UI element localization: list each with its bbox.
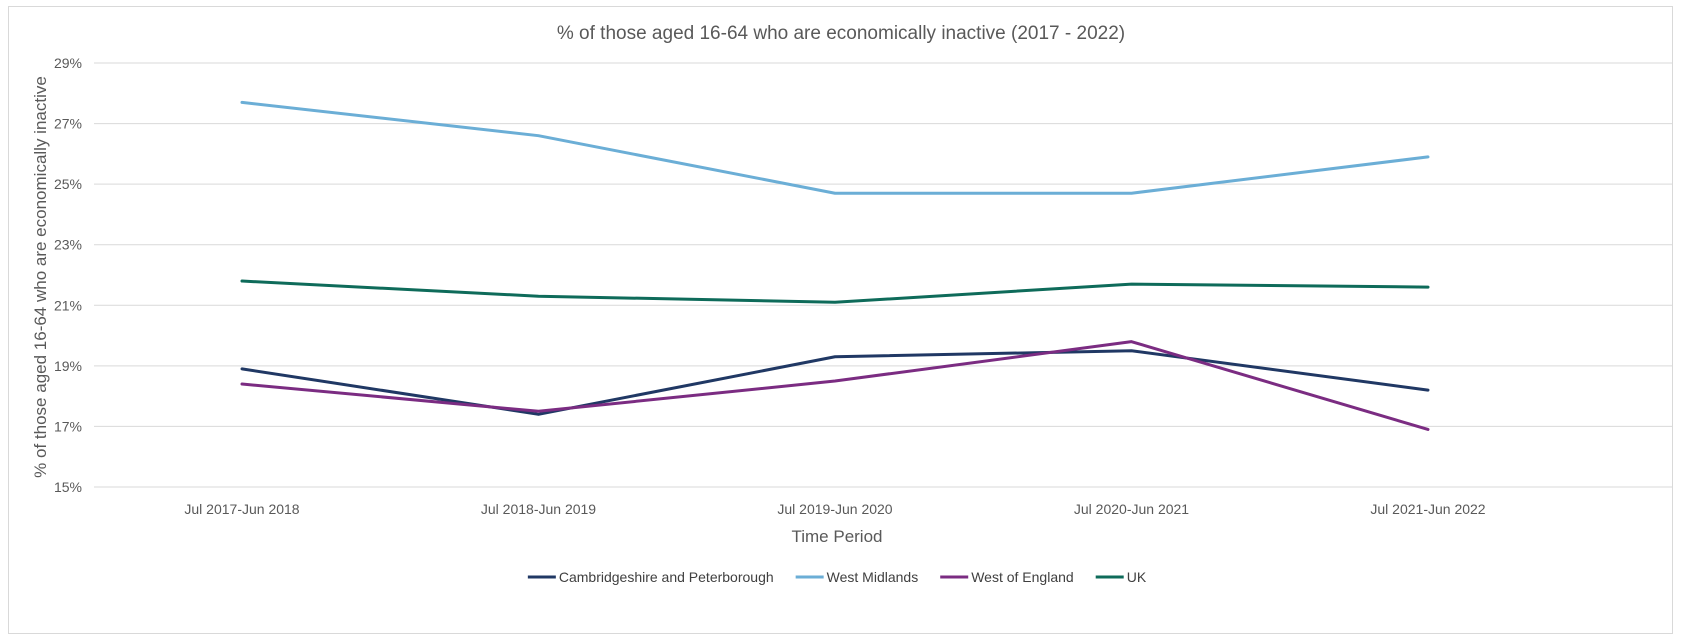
legend: Cambridgeshire and Peterborough West Midl… <box>528 569 1147 585</box>
x-axis-ticks: Jul 2017-Jun 2018 Jul 2018-Jun 2019 Jul 20… <box>184 501 1485 517</box>
legend-label: West of England <box>971 569 1073 585</box>
y-tick-label: 15% <box>54 479 82 495</box>
y-tick-label: 29% <box>54 55 82 71</box>
gridlines <box>94 63 1672 487</box>
legend-label: West Midlands <box>827 569 919 585</box>
x-tick-label: Jul 2020-Jun 2021 <box>1074 501 1189 517</box>
legend-label: Cambridgeshire and Peterborough <box>559 569 774 585</box>
y-axis-ticks: 15% 17% 19% 21% 23% 25% 27% 29% <box>54 55 82 495</box>
y-tick-label: 19% <box>54 358 82 374</box>
legend-label: UK <box>1127 569 1147 585</box>
series-line <box>242 102 1428 193</box>
series-line <box>242 351 1428 415</box>
x-tick-label: Jul 2018-Jun 2019 <box>481 501 596 517</box>
y-tick-label: 23% <box>54 237 82 253</box>
x-tick-label: Jul 2017-Jun 2018 <box>184 501 299 517</box>
chart-title: % of those aged 16-64 who are economical… <box>557 23 1125 44</box>
y-tick-label: 21% <box>54 297 82 313</box>
chart-frame: % of those aged 16-64 who are economical… <box>8 6 1673 634</box>
line-chart: % of those aged 16-64 who are economical… <box>9 7 1674 635</box>
y-axis-title: % of those aged 16-64 who are economical… <box>31 76 50 478</box>
x-tick-label: Jul 2019-Jun 2020 <box>777 501 892 517</box>
series-lines <box>242 102 1428 429</box>
series-line <box>242 342 1428 430</box>
y-tick-label: 17% <box>54 418 82 434</box>
series-line <box>242 281 1428 302</box>
x-axis-title: Time Period <box>791 527 882 546</box>
y-tick-label: 25% <box>54 176 82 192</box>
x-tick-label: Jul 2021-Jun 2022 <box>1370 501 1485 517</box>
y-tick-label: 27% <box>54 116 82 132</box>
